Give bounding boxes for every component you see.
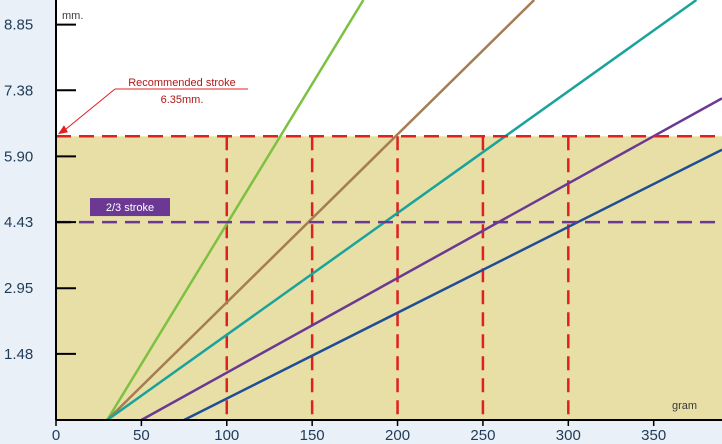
series-lines	[106, 0, 722, 422]
series-line	[106, 0, 698, 422]
x-tick-label: 0	[52, 427, 60, 444]
annotations: Recommended stroke 6.35mm. 2/3 stroke	[58, 77, 248, 217]
recommended-stroke-arrow	[61, 88, 116, 133]
recommended-stroke-label: Recommended stroke	[128, 77, 236, 89]
recommended-band	[56, 136, 722, 420]
y-tick-label: 4.43	[4, 214, 33, 231]
x-tick-label: 300	[556, 427, 581, 444]
y-tick-label: 2.95	[4, 280, 33, 297]
x-unit-label: gram	[672, 400, 697, 412]
recommended-stroke-value: 6.35mm.	[161, 94, 204, 106]
series-line	[183, 148, 722, 422]
x-tick-label: 250	[470, 427, 495, 444]
x-ticks: 0 50 100 150 200 250 300 350	[52, 420, 666, 444]
x-tick-label: 200	[385, 427, 410, 444]
series-line	[106, 0, 536, 421]
y-unit-label: mm.	[62, 10, 83, 22]
recommended-stroke-arrowhead	[58, 125, 68, 135]
x-tick-label: 350	[641, 427, 666, 444]
y-tick-label: 8.85	[4, 17, 33, 34]
series-line	[106, 0, 365, 421]
two-thirds-label: 2/3 stroke	[106, 202, 154, 214]
x-tick-label: 50	[133, 427, 150, 444]
reference-lines	[56, 135, 722, 224]
y-ticks: 1.48 2.95 4.43 5.90 7.38 8.85	[4, 17, 76, 363]
x-tick-label: 150	[300, 427, 325, 444]
y-tick-label: 1.48	[4, 346, 33, 363]
y-tick-label: 5.90	[4, 148, 33, 165]
x-tick-label: 100	[214, 427, 239, 444]
y-tick-label: 7.38	[4, 82, 33, 99]
series-line	[140, 97, 722, 422]
two-thirds-label-box	[90, 198, 170, 217]
